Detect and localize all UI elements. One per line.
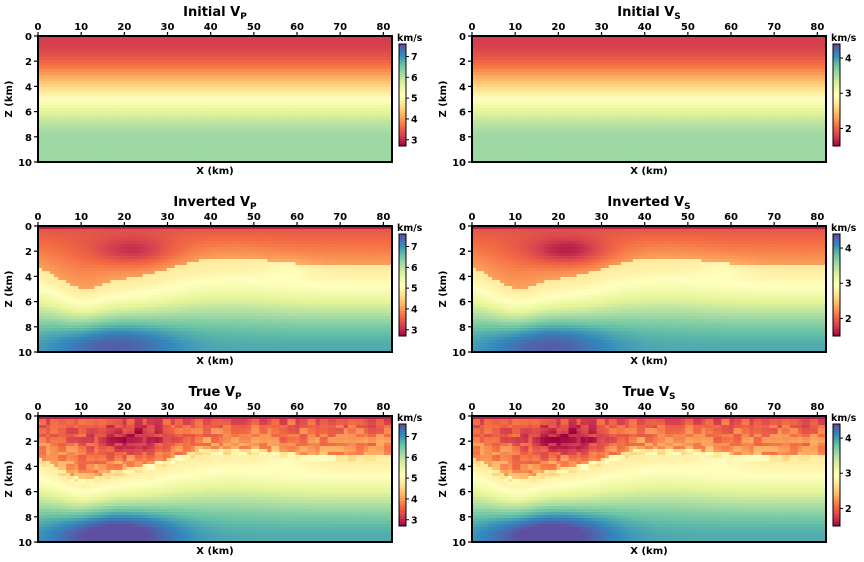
heatmap-cells bbox=[38, 36, 393, 163]
figure-canvas: Initial VP0 10 20 30 40 50 60 70 800246810X (km)… bbox=[0, 0, 864, 562]
